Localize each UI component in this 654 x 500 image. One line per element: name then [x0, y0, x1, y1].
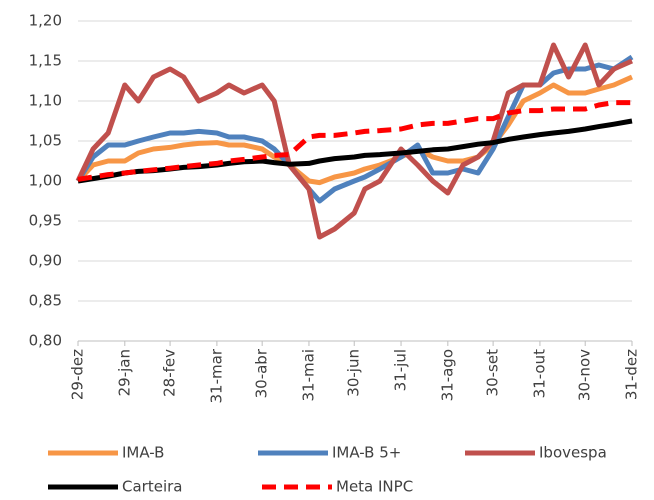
- x-tick-label: 30-set: [484, 349, 502, 397]
- y-tick-label: 0,95: [29, 212, 62, 230]
- y-tick-label: 1,10: [29, 92, 62, 110]
- x-tick-label: 29-jan: [115, 349, 133, 396]
- y-tick-label: 1,20: [29, 12, 62, 30]
- y-tick-label: 0,80: [29, 332, 62, 350]
- legend-label: IMA-B: [122, 444, 164, 462]
- y-tick-label: 1,00: [29, 172, 62, 190]
- y-tick-label: 0,90: [29, 252, 62, 270]
- y-tick-label: 0,85: [29, 292, 62, 310]
- y-tick-label: 1,15: [29, 52, 62, 70]
- legend-label: Carteira: [122, 478, 182, 496]
- x-tick-label: 30-jun: [345, 349, 363, 397]
- y-tick-label: 1,05: [29, 132, 62, 150]
- legend-label: IMA-B 5+: [332, 444, 401, 462]
- x-tick-label: 31-out: [530, 349, 548, 398]
- x-tick-label: 31-jul: [392, 349, 410, 391]
- x-tick-label: 31-dez: [623, 349, 641, 400]
- x-tick-label: 29-dez: [69, 349, 87, 400]
- x-tick-label: 31-mai: [299, 349, 317, 401]
- series-line: [75, 54, 634, 204]
- x-tick-label: 31-ago: [438, 349, 456, 401]
- series-line: [76, 74, 634, 186]
- series-line: [77, 100, 632, 182]
- x-tick-label: 30-nov: [576, 349, 594, 401]
- legend-label: Meta INPC: [336, 478, 413, 496]
- series-line: [75, 42, 634, 240]
- legend-label: Ibovespa: [539, 444, 607, 462]
- x-tick-label: 30-abr: [253, 348, 271, 398]
- x-tick-label: 28-fev: [161, 349, 179, 397]
- x-tick-label: 31-mar: [207, 348, 225, 403]
